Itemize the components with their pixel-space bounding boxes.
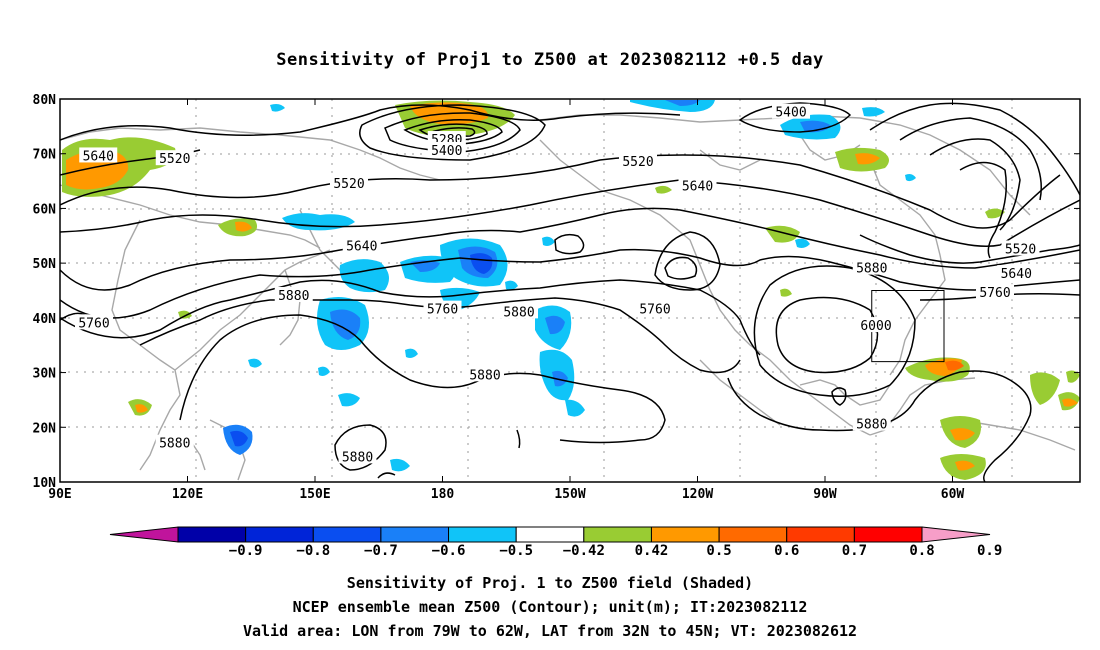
contour-label: 5400 [431,144,462,159]
contour-label-bg [636,300,674,316]
colorbar-swatch [718,526,788,543]
lon-tick-label: 90E [48,487,71,502]
colorbar-swatch [380,526,450,543]
contour-label-bg [857,317,895,333]
contour-label: 6000 [860,319,891,334]
contour-label-bg [75,314,113,330]
colorbar-swatch [245,526,314,543]
contour-label-bg [852,259,891,275]
contour-label: 5520 [333,177,364,192]
colorbar-swatch [650,526,720,543]
colorbar-swatch [583,526,652,543]
colorbar-label: −0.7 [364,543,398,559]
colorbar-label: −0.8 [296,543,331,559]
colorbar-high-arrow [921,526,991,543]
contour-label: 5880 [342,450,373,465]
colorbar-swatch [177,526,247,543]
contour-label-bg [852,415,891,431]
colorbar [109,526,991,543]
caption-line-3: Valid area: LON from 79W to 62W, LAT fro… [242,622,858,640]
lon-tick-label: 90W [813,487,837,502]
colorbar-label: 0.7 [841,543,868,559]
contour-label: 5760 [427,303,458,318]
contour-label-bg [1001,240,1040,256]
z500-contours [60,102,1080,482]
contour-label-bg [997,265,1036,281]
contour-label: 5640 [682,180,713,195]
contour-label-bg [330,174,368,190]
lat-tick-label: 80N [33,93,57,108]
contour-label: 5520 [622,155,653,170]
colorbar-low-arrow [109,526,179,543]
colorbar-swatch [786,526,855,543]
contour-label-bg [427,141,466,157]
caption-line-1: Sensitivity of Proj. 1 to Z500 field (Sh… [346,574,754,592]
colorbar-label: 0.42 [634,543,669,559]
contour-label-bg [338,448,377,464]
colorbar-swatch [515,526,585,543]
contour-label: 5520 [1005,242,1036,257]
contour-label-bg [342,237,381,253]
contour-label: 5760 [639,303,670,318]
contour-label: 5760 [78,316,109,331]
lon-tick-label: 150W [554,487,585,502]
contour-label: 5880 [503,305,534,320]
contour-label-bg [155,434,194,450]
contour-label: 5880 [856,418,887,433]
lat-tick-label: 70N [33,148,57,163]
contour-labels: 5640 552052805400540055205520564056405760… [75,103,1040,465]
contour-label: 5400 [775,106,806,121]
sensitivity-shading [62,100,1080,480]
map-title: Sensitivity of Proj1 to Z500 at 20230821… [276,50,824,70]
contour-label-bg [500,303,538,319]
contour-label: 5880 [856,262,887,277]
colorbar-label: −0.5 [499,543,534,559]
contour-label-bg [423,300,462,316]
coastlines [60,114,1076,481]
colorbar-label: −0.42 [562,543,605,559]
contour-label: 5880 [159,437,190,452]
contour-label-bg [79,147,118,163]
contour-label-bg [976,284,1014,300]
colorbar-swatch [853,526,923,543]
colorbar-label: −0.6 [431,543,466,559]
contour-label: 5640 [346,240,377,255]
lon-tick-label: 60W [941,487,965,502]
colorbar-label: 0.6 [774,543,800,559]
colorbar-swatch [448,526,517,543]
lon-tick-label: 150E [299,487,330,502]
lat-tick-label: 30N [33,367,57,382]
colorbar-label: 0.9 [976,543,1003,559]
contour-label: 5520 [159,152,190,167]
contour-label-bg [678,177,717,193]
contour-label-bg [274,286,313,302]
contour-label: 5640 [83,149,114,164]
contour-label: 5640 [1001,267,1032,282]
lon-tick-label: 180 [431,487,455,502]
lon-tick-label: 120E [172,487,203,502]
contour-label: 5880 [469,368,500,383]
contour-label-bg [619,152,657,168]
lat-tick-label: 40N [33,312,57,327]
lon-tick-label: 120W [682,487,713,502]
colorbar-label: 0.8 [909,543,935,559]
lat-tick-label: 50N [33,257,57,272]
colorbar-label: 0.5 [706,543,732,559]
colorbar-label: −0.9 [228,543,263,559]
lat-tick-label: 20N [33,421,57,436]
contour-label: 5760 [979,286,1010,301]
contour-label-bg [772,103,810,119]
contour-label: 5880 [278,289,309,304]
lat-tick-label: 60N [33,202,57,217]
contour-label-bg [466,366,504,382]
caption-line-2: NCEP ensemble mean Z500 (Contour); unit(… [292,598,808,616]
contour-label-bg [155,150,194,166]
colorbar-swatch [312,526,382,543]
lat-tick-label: 10N [33,476,57,491]
